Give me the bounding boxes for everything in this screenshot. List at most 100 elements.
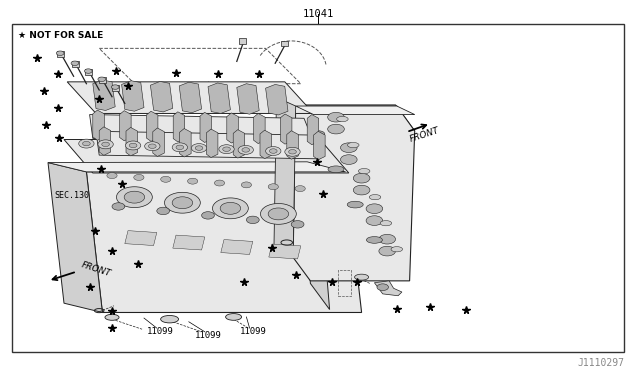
Circle shape: [116, 187, 152, 208]
Polygon shape: [99, 127, 111, 155]
Polygon shape: [296, 106, 415, 115]
Polygon shape: [180, 129, 191, 157]
Text: SEC.130: SEC.130: [54, 191, 90, 200]
Circle shape: [220, 202, 241, 214]
Polygon shape: [86, 172, 362, 312]
Polygon shape: [179, 82, 202, 113]
Circle shape: [268, 184, 278, 190]
Polygon shape: [208, 83, 230, 113]
Polygon shape: [293, 106, 415, 281]
Ellipse shape: [161, 315, 179, 323]
Circle shape: [353, 173, 370, 183]
Polygon shape: [72, 61, 79, 67]
Polygon shape: [93, 110, 104, 140]
Polygon shape: [253, 113, 265, 144]
Polygon shape: [99, 77, 106, 83]
Text: 13213: 13213: [170, 96, 196, 105]
Text: 11041: 11041: [303, 9, 333, 19]
Circle shape: [98, 77, 106, 81]
Polygon shape: [307, 115, 319, 145]
Polygon shape: [93, 80, 115, 110]
Circle shape: [112, 203, 125, 210]
Circle shape: [134, 174, 144, 180]
Polygon shape: [206, 129, 218, 158]
Polygon shape: [296, 105, 330, 310]
Ellipse shape: [328, 166, 344, 173]
Ellipse shape: [358, 169, 370, 174]
Circle shape: [164, 192, 200, 213]
Circle shape: [195, 146, 203, 150]
Circle shape: [266, 147, 281, 155]
Circle shape: [125, 141, 141, 150]
Circle shape: [176, 145, 184, 150]
Circle shape: [102, 142, 109, 147]
Circle shape: [241, 182, 252, 188]
Circle shape: [379, 246, 396, 256]
Ellipse shape: [347, 201, 363, 208]
Circle shape: [340, 143, 357, 153]
Text: FRONT: FRONT: [408, 126, 440, 144]
Circle shape: [111, 85, 119, 89]
Polygon shape: [314, 131, 325, 160]
Text: 11099: 11099: [195, 331, 222, 340]
Polygon shape: [173, 112, 185, 142]
Polygon shape: [200, 112, 211, 142]
Circle shape: [71, 61, 79, 65]
Polygon shape: [260, 130, 271, 159]
Circle shape: [366, 216, 383, 225]
Text: J1110297: J1110297: [577, 358, 624, 368]
Circle shape: [340, 155, 357, 164]
Text: FRONT: FRONT: [80, 261, 112, 279]
Polygon shape: [221, 240, 253, 254]
Circle shape: [366, 204, 383, 214]
Polygon shape: [48, 163, 102, 312]
Circle shape: [188, 178, 198, 184]
Circle shape: [246, 216, 259, 224]
Polygon shape: [150, 81, 173, 112]
Circle shape: [161, 176, 171, 182]
Polygon shape: [227, 113, 238, 143]
Polygon shape: [125, 231, 157, 246]
Circle shape: [223, 147, 230, 151]
Ellipse shape: [391, 247, 403, 252]
Circle shape: [79, 139, 94, 148]
Polygon shape: [48, 162, 346, 172]
Text: 11099: 11099: [240, 327, 267, 336]
Circle shape: [379, 234, 396, 244]
Circle shape: [260, 203, 296, 224]
Polygon shape: [237, 84, 259, 114]
Circle shape: [83, 141, 90, 146]
Ellipse shape: [337, 116, 348, 122]
Bar: [12, 24, 624, 352]
Polygon shape: [239, 38, 246, 44]
Circle shape: [242, 148, 250, 152]
Polygon shape: [281, 41, 288, 46]
Polygon shape: [64, 140, 349, 173]
Polygon shape: [374, 281, 402, 296]
Ellipse shape: [309, 131, 325, 137]
Circle shape: [377, 284, 388, 291]
Polygon shape: [274, 97, 296, 257]
Circle shape: [291, 221, 304, 228]
Polygon shape: [67, 82, 314, 113]
Circle shape: [107, 173, 117, 179]
Circle shape: [98, 140, 113, 149]
Polygon shape: [122, 81, 144, 111]
Circle shape: [172, 197, 193, 209]
Circle shape: [353, 185, 370, 195]
Circle shape: [202, 212, 214, 219]
Polygon shape: [269, 244, 301, 259]
Ellipse shape: [369, 195, 381, 200]
Polygon shape: [280, 114, 292, 144]
Circle shape: [328, 124, 344, 134]
Circle shape: [145, 142, 160, 151]
Polygon shape: [287, 131, 298, 159]
Polygon shape: [266, 84, 288, 115]
Circle shape: [172, 143, 188, 152]
Circle shape: [212, 198, 248, 219]
Circle shape: [268, 208, 289, 220]
Circle shape: [157, 207, 170, 215]
Polygon shape: [173, 235, 205, 250]
Polygon shape: [57, 51, 64, 57]
Circle shape: [269, 149, 277, 153]
